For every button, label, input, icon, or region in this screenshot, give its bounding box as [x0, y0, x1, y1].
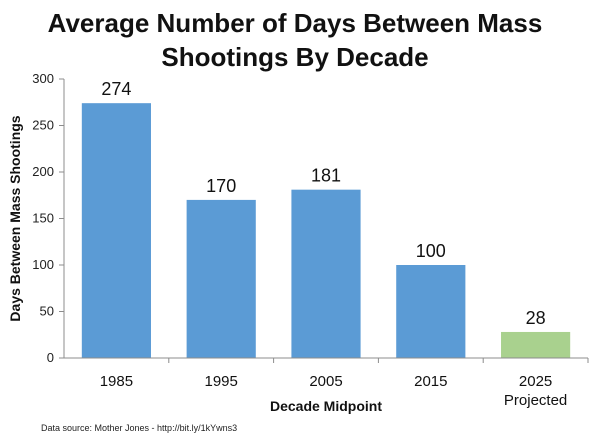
y-tick-label: 300: [32, 71, 54, 86]
y-tick-label: 0: [47, 350, 54, 365]
bar-1995: [186, 199, 256, 358]
y-tick-label: 100: [32, 257, 54, 272]
y-tick-label: 250: [32, 118, 54, 133]
chart-title-line-1: Average Number of Days Between Mass: [47, 8, 543, 38]
chart-title-line-2: Shootings By Decade: [161, 42, 429, 72]
y-axis: 0 50 100 150 200 250 300: [32, 71, 65, 365]
y-tick-label: 150: [32, 211, 54, 226]
bar-2005: [291, 189, 361, 358]
bar-2015: [396, 265, 466, 358]
x-axis: 1985 1995 2005 2015 2025 Projected: [64, 357, 589, 409]
bars: 274 170 181 100 28: [81, 79, 571, 359]
x-tick-label: 1985: [100, 373, 133, 390]
data-label: 28: [526, 308, 546, 328]
data-source-note: Data source: Mother Jones - http://bit.l…: [41, 423, 238, 433]
data-label: 181: [311, 166, 341, 186]
y-tick-label: 200: [32, 164, 54, 179]
x-tick-sublabel: Projected: [504, 392, 567, 409]
chart-title: Average Number of Days Between Mass Shoo…: [0, 6, 590, 74]
x-tick-label: 2005: [309, 373, 342, 390]
x-axis-title: Decade Midpoint: [270, 398, 382, 414]
y-tick-label: 50: [40, 304, 54, 319]
data-label: 170: [206, 176, 236, 196]
x-tick-label: 1995: [205, 373, 238, 390]
y-axis-title: Days Between Mass Shootings: [7, 115, 23, 321]
data-label: 274: [101, 79, 131, 99]
bar-1985: [81, 103, 151, 359]
x-tick-label: 2025: [519, 373, 552, 390]
x-tick-label: 2015: [414, 373, 447, 390]
bar-2025: [501, 331, 571, 358]
data-label: 100: [416, 241, 446, 261]
